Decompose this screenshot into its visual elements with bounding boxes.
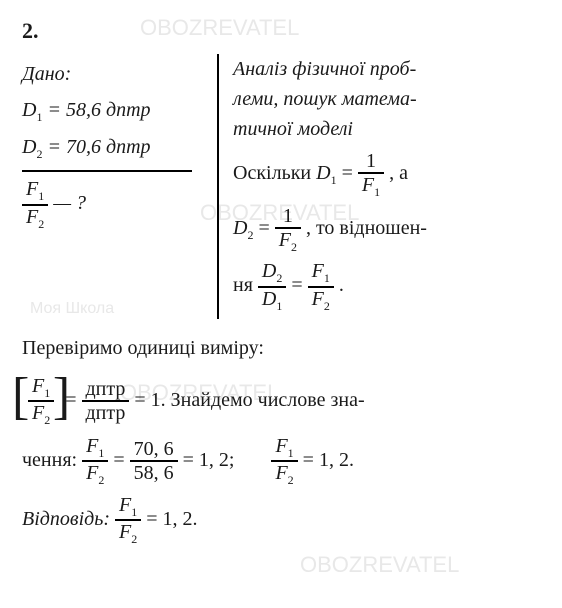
numeric-line: чення: F1 F2 = 70, 6 58, 6 = 1, 2; F1 F2… [22, 435, 540, 487]
sub: 2 [247, 228, 253, 242]
unit: дптр [82, 378, 130, 402]
answer-label: Відповідь: [22, 507, 115, 529]
analysis-line-2: D2 = 1 F2 , то віднoшен- [233, 205, 540, 254]
sym: D [316, 162, 330, 184]
unit: дптр [82, 402, 130, 424]
eq: = [258, 217, 274, 239]
line: леми, пошук матема- [233, 84, 540, 114]
sym: D [22, 99, 36, 121]
sym: F [312, 288, 324, 310]
given-d2: D2 = 70,6 дптр [22, 131, 207, 164]
eq: = [342, 162, 358, 184]
sub: 2 [131, 532, 137, 546]
find-tail: — ? [53, 192, 86, 214]
units-line: F1 F2 = дптр дптр = 1. Знайдемо числове … [22, 373, 540, 429]
num: 1 [358, 150, 384, 174]
eq: = [291, 274, 307, 296]
vertical-separator [217, 54, 219, 319]
sym: F [32, 402, 44, 424]
sub: 1 [374, 185, 380, 199]
analysis-line-3: ня D2 D1 = F1 F2 . [233, 260, 540, 312]
sym: F [119, 521, 131, 543]
dot: . [339, 274, 344, 296]
sym: F [119, 494, 131, 516]
sym: D [262, 260, 276, 282]
line: тичної моделі [233, 114, 540, 144]
sub: 1 [276, 299, 282, 313]
sym: F [275, 435, 287, 457]
given-d1: D1 = 58,6 дптр [22, 94, 207, 127]
sub: 1 [131, 505, 137, 519]
answer-val: = 1, 2. [146, 507, 197, 529]
sub: 2 [44, 413, 50, 427]
sym: F [312, 260, 324, 282]
sub: 2 [276, 271, 282, 285]
solution-body: Перевіримо одиниці виміру: F1 F2 = дптр … [22, 329, 540, 546]
line: Аналіз фізичної проб- [233, 54, 540, 84]
analysis-block: Аналіз фізичної проб- леми, пошук матема… [223, 54, 540, 319]
given-divider [22, 170, 192, 172]
sub: 2 [288, 473, 294, 487]
problem-layout: Дано: D1 = 58,6 дптр D2 = 70,6 дптр F1 F… [22, 54, 540, 319]
sym: F [275, 462, 287, 484]
sub: 1 [98, 446, 104, 460]
sym: F [362, 174, 374, 196]
text: , то віднoшен- [306, 217, 427, 239]
sym: D [262, 288, 276, 310]
watermark: OBOZREVATEL [300, 552, 459, 578]
sub: 2 [98, 473, 104, 487]
sym: F [86, 435, 98, 457]
text: = 1, 2. [303, 449, 354, 471]
given-label: Дано: [22, 58, 207, 90]
check-units-label: Перевіримо одиниці виміру: [22, 329, 540, 367]
given-block: Дано: D1 = 58,6 дптр D2 = 70,6 дптр F1 F… [22, 54, 217, 319]
sub: 1 [44, 386, 50, 400]
sub: 2 [291, 240, 297, 254]
val: = 70,6 дптр [42, 136, 150, 158]
find-row: F1 F2 — ? [22, 178, 207, 230]
sub: 1 [288, 446, 294, 460]
sub: 1 [331, 173, 337, 187]
text: Оскільки [233, 162, 316, 184]
sub: 1 [38, 189, 44, 203]
num: 58, 6 [130, 462, 178, 484]
sub: 2 [324, 299, 330, 313]
sub: 1 [324, 271, 330, 285]
analysis-heading: Аналіз фізичної проб- леми, пошук матема… [233, 54, 540, 144]
val: = 58,6 дптр [42, 99, 150, 121]
num: 70, 6 [130, 438, 178, 462]
answer-line: Відповідь: F1 F2 = 1, 2. [22, 494, 540, 546]
sub: 2 [38, 217, 44, 231]
sym: F [32, 375, 44, 397]
text: , а [389, 162, 408, 184]
sym: F [26, 206, 38, 228]
analysis-line-1: Оскільки D1 = 1 F1 , а [233, 150, 540, 199]
text: = 1. Знайдемо числове зна- [134, 389, 364, 411]
sym: D [22, 136, 36, 158]
sym: F [279, 229, 291, 251]
text: = 1, 2; [183, 449, 235, 471]
sym: F [86, 462, 98, 484]
text: чення: [22, 449, 82, 471]
eq: = [113, 449, 129, 471]
sym: D [233, 217, 247, 239]
problem-number: 2. [22, 18, 540, 44]
sym: F [26, 178, 38, 200]
num: 1 [275, 205, 301, 229]
text: ня [233, 274, 258, 296]
